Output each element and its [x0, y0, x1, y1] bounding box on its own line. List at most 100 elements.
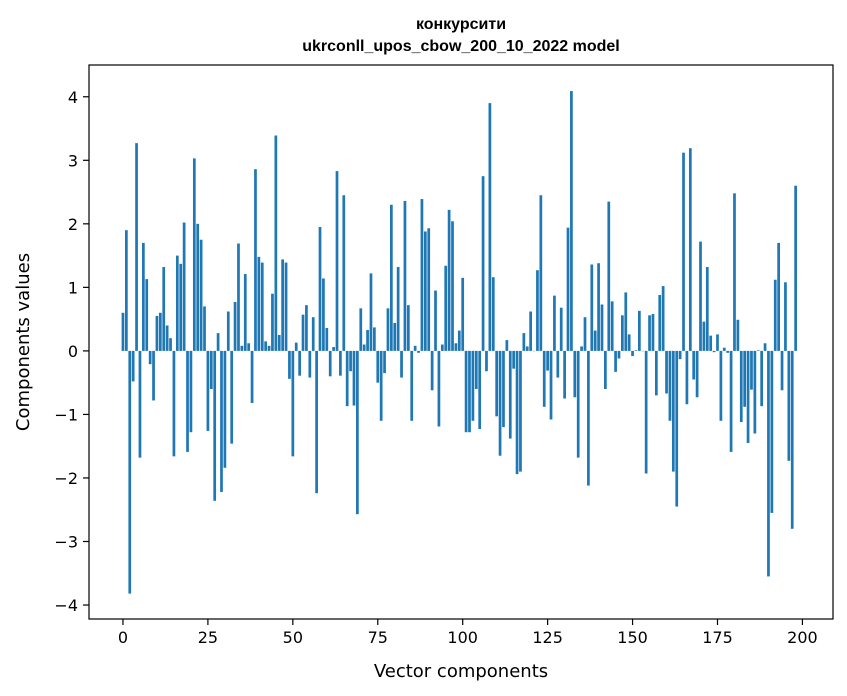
bar — [145, 279, 149, 351]
bar — [563, 350, 566, 399]
bar — [220, 350, 223, 492]
bar — [685, 350, 689, 405]
bar — [692, 350, 696, 380]
bar — [339, 350, 342, 376]
bar — [729, 350, 733, 452]
bar — [525, 346, 529, 351]
bar — [767, 350, 770, 577]
bar — [665, 350, 668, 394]
bar — [413, 345, 417, 351]
bar — [451, 221, 454, 351]
bar — [311, 317, 315, 351]
bar — [600, 304, 604, 351]
y-tick-label: 1 — [68, 278, 78, 297]
bar — [179, 263, 183, 351]
bar — [617, 350, 621, 359]
bar — [277, 335, 281, 351]
bar — [165, 325, 169, 351]
bar — [206, 350, 210, 431]
bar — [125, 230, 128, 351]
bar — [332, 347, 335, 351]
bar — [631, 350, 634, 356]
bar — [369, 273, 373, 351]
bar — [604, 350, 607, 390]
bar — [553, 295, 556, 351]
bar — [597, 263, 600, 351]
bar — [250, 350, 254, 403]
bar — [763, 343, 767, 351]
bar — [784, 282, 787, 351]
bar — [505, 340, 509, 351]
bar — [566, 227, 570, 351]
bar — [264, 341, 268, 351]
bar — [281, 259, 284, 351]
x-tick-label: 125 — [532, 628, 563, 647]
bar — [638, 310, 641, 351]
bar — [393, 322, 397, 351]
bar — [590, 264, 594, 351]
bar — [770, 350, 774, 513]
bar — [787, 350, 791, 461]
y-axis-label: Components values — [13, 253, 34, 431]
bar — [158, 312, 162, 351]
bar — [420, 199, 424, 351]
bar — [753, 350, 757, 434]
bar — [536, 270, 539, 351]
bar — [131, 350, 135, 382]
x-tick-label: 150 — [617, 628, 648, 647]
bar — [142, 242, 145, 351]
bar — [196, 223, 200, 351]
bar — [288, 350, 291, 379]
x-axis-label: Vector components — [374, 661, 548, 682]
bar — [750, 350, 753, 390]
bar — [488, 103, 492, 351]
bar — [267, 345, 271, 351]
bar — [457, 330, 461, 351]
bar — [495, 350, 499, 417]
bar — [474, 350, 478, 390]
y-tick-label: 3 — [68, 151, 78, 170]
bar — [315, 350, 318, 494]
bar — [182, 222, 186, 351]
bar — [522, 333, 526, 351]
bar — [468, 350, 471, 433]
bar — [716, 334, 719, 351]
bar — [406, 305, 410, 351]
bar — [373, 327, 376, 351]
bar — [709, 335, 713, 351]
bar — [736, 319, 740, 351]
bar — [189, 350, 193, 433]
bar — [780, 350, 784, 391]
bar — [498, 350, 502, 456]
bar — [362, 344, 366, 351]
bar — [682, 152, 685, 351]
bar — [519, 350, 522, 472]
bar — [688, 148, 692, 351]
bar — [349, 350, 352, 372]
y-tick-label: −2 — [54, 469, 78, 488]
bar — [396, 267, 400, 351]
bar — [512, 350, 516, 369]
bar — [576, 350, 580, 458]
bar — [464, 350, 468, 433]
bar — [423, 231, 427, 351]
bar — [328, 350, 332, 377]
bar — [169, 338, 172, 351]
bar — [719, 350, 723, 421]
bar — [478, 350, 482, 430]
bar — [230, 350, 234, 444]
bar — [668, 350, 672, 421]
bar — [658, 294, 662, 351]
bar — [135, 143, 138, 351]
bar — [733, 193, 736, 351]
chart-title-line2: ukrconll_upos_cbow_200_10_2022 model — [302, 38, 619, 55]
bar — [580, 346, 583, 351]
bar — [695, 350, 699, 398]
bar — [583, 317, 587, 351]
bar — [661, 286, 665, 351]
y-tick-label: 2 — [68, 215, 78, 234]
bar — [243, 274, 247, 351]
bar — [305, 305, 308, 351]
x-tick-label: 25 — [198, 628, 218, 647]
bar — [549, 350, 553, 420]
